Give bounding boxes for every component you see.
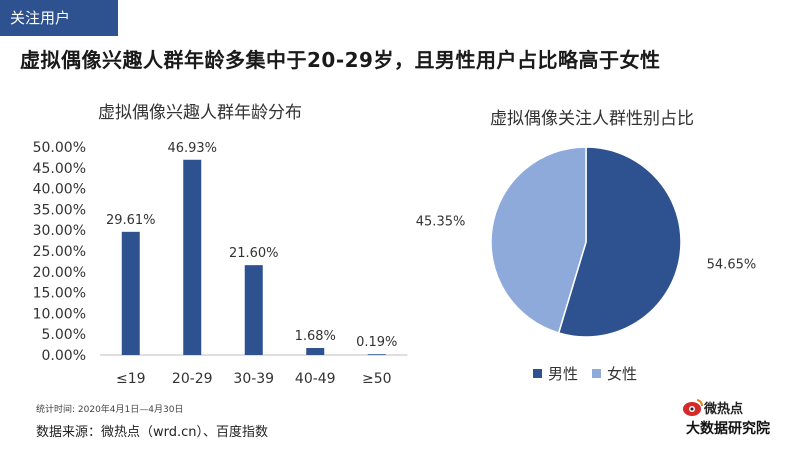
y-tick-label: 0.00% <box>42 348 86 364</box>
y-tick-label: 45.00% <box>33 161 86 177</box>
legend-swatch-female <box>592 369 602 378</box>
legend-label-male: 男性 <box>548 365 579 383</box>
y-tick-label: 50.00% <box>33 140 86 156</box>
bar-data-label: 46.93% <box>167 141 217 156</box>
pie-slice-female <box>490 146 587 334</box>
x-tick-label: 40-49 <box>295 371 336 387</box>
y-tick-label: 15.00% <box>33 286 86 302</box>
legend-item-male: 男性 <box>533 363 578 384</box>
bar <box>306 348 325 355</box>
y-tick-label: 30.00% <box>33 223 86 239</box>
bar-data-label: 0.19% <box>356 335 397 350</box>
logo-text-bottom: 大数据研究院 <box>686 421 770 437</box>
y-tick-label: 40.00% <box>33 182 86 198</box>
pie-slice-male <box>557 146 682 338</box>
y-tick-label: 35.00% <box>33 202 86 218</box>
legend-label-female: 女性 <box>607 365 638 383</box>
bar <box>121 231 140 355</box>
stats-time-note: 统计时间: 2020年4月1日—4月30日 <box>36 405 184 415</box>
bar <box>367 354 386 355</box>
bar-data-label: 1.68% <box>295 329 336 344</box>
pie-legend: 男性 女性 <box>533 363 637 384</box>
y-tick-label: 20.00% <box>33 265 86 281</box>
x-tick-label: ≤19 <box>116 371 146 387</box>
bar-chart-title: 虚拟偶像兴趣人群年龄分布 <box>98 103 302 123</box>
y-tick-label: 10.00% <box>33 306 86 322</box>
legend-item-female: 女性 <box>592 363 637 384</box>
bar-data-label: 21.60% <box>229 246 279 261</box>
data-source-note: 数据来源：微热点（wrd.cn）、百度指数 <box>36 425 269 440</box>
pie-chart-title: 虚拟偶像关注人群性别占比 <box>490 109 694 129</box>
x-tick-label: 20-29 <box>172 371 213 387</box>
bar-data-label: 29.61% <box>106 213 156 228</box>
pie-data-label: 54.65% <box>707 257 757 272</box>
bar <box>183 159 202 355</box>
y-tick-label: 25.00% <box>33 244 86 260</box>
y-tick-label: 5.00% <box>42 327 86 343</box>
weibo-eye-icon <box>683 399 703 416</box>
gender-pie-chart: 54.65% 45.35% <box>416 146 757 338</box>
pie-data-label: 45.35% <box>416 215 466 230</box>
x-tick-label: 30-39 <box>233 371 274 387</box>
x-tick-label: ≥50 <box>362 371 392 387</box>
brand-logo: 微热点 大数据研究院 <box>682 398 782 442</box>
legend-swatch-male <box>533 369 542 378</box>
age-bar-chart: 0.00% 5.00% 10.00% 15.00% 20.00% 25.00% 30.00%… <box>33 140 408 387</box>
page-headline: 虚拟偶像兴趣人群年龄多集中于20-29岁，且男性用户占比略高于女性 <box>20 48 661 72</box>
bar <box>244 265 263 355</box>
section-tag: 关注用户 <box>0 0 118 36</box>
logo-text-top: 微热点 <box>704 402 744 417</box>
